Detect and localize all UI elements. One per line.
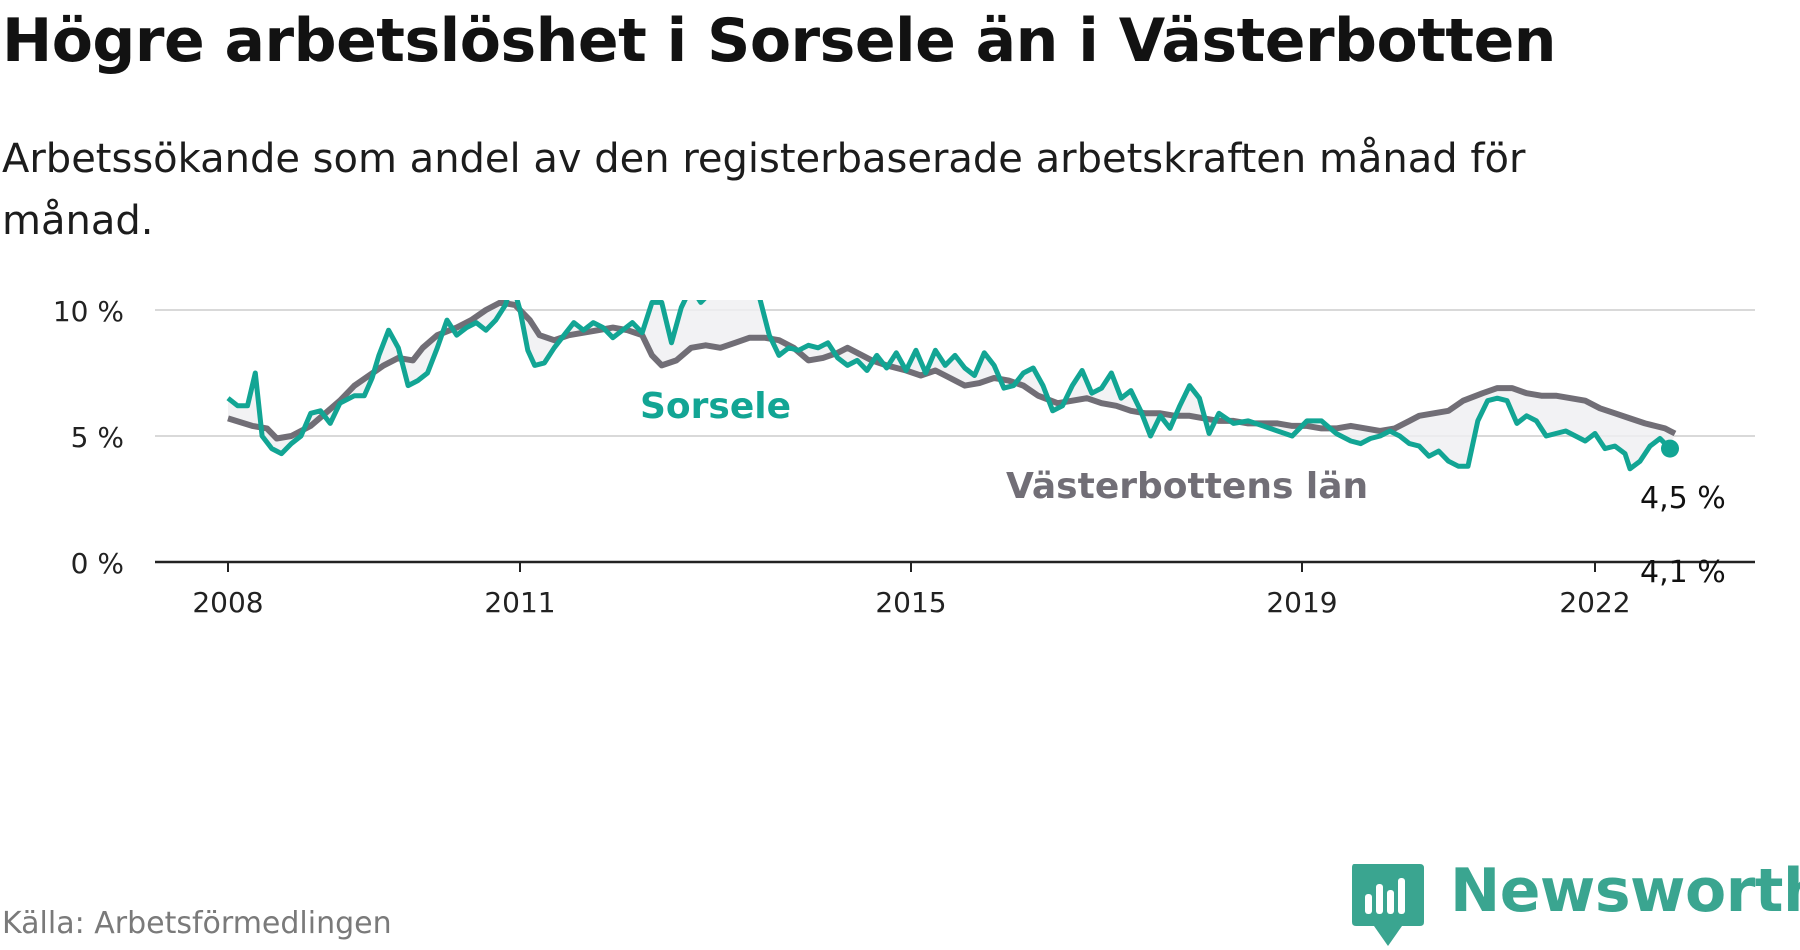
x-tick-label: 2015 <box>875 586 946 619</box>
source-note: Källa: Arbetsförmedlingen <box>2 906 392 941</box>
x-tick-label: 2011 <box>484 586 555 619</box>
chart-title: Högre arbetslöshet i Sorsele än i Väster… <box>2 6 1557 76</box>
newsworthy-logo-icon <box>1352 864 1424 946</box>
sorsele-end-value: 4,5 % <box>1640 481 1726 516</box>
brand-wordmark: Newsworthy <box>1450 856 1800 926</box>
x-axis-ticks: 2008 2011 2015 2019 2022 <box>192 562 1631 619</box>
x-tick-label: 2022 <box>1559 586 1630 619</box>
y-axis-ticks: 0 % 5 % 10 % <box>53 300 124 580</box>
lan-end-value: 4,1 % <box>1640 555 1726 590</box>
chart-subtitle: Arbetssökande som andel av den registerb… <box>2 136 1526 244</box>
x-tick-label: 2019 <box>1266 586 1337 619</box>
line-chart: 0 %5 %10 % 2008 2011 2015 2019 2022 SorseleS… <box>53 300 1755 619</box>
lan-series-label-halo: Västerbottens län <box>1006 466 1368 507</box>
y-tick-label: 5 % <box>71 421 124 454</box>
sorsele-end-dot <box>1661 439 1679 458</box>
x-tick-label: 2008 <box>192 586 263 619</box>
y-tick-label: 10 % <box>53 300 124 328</box>
sorsele-series-label-halo: Sorsele <box>640 386 791 427</box>
series-line-vasterbottens-lan <box>227 300 1677 442</box>
y-tick-label: 0 % <box>71 547 124 580</box>
gridlines <box>155 309 1755 437</box>
series-line-sorsele <box>226 300 1672 472</box>
lan-series-label: Västerbottens län <box>1006 466 1368 507</box>
sorsele-series-label: Sorsele <box>640 386 791 427</box>
